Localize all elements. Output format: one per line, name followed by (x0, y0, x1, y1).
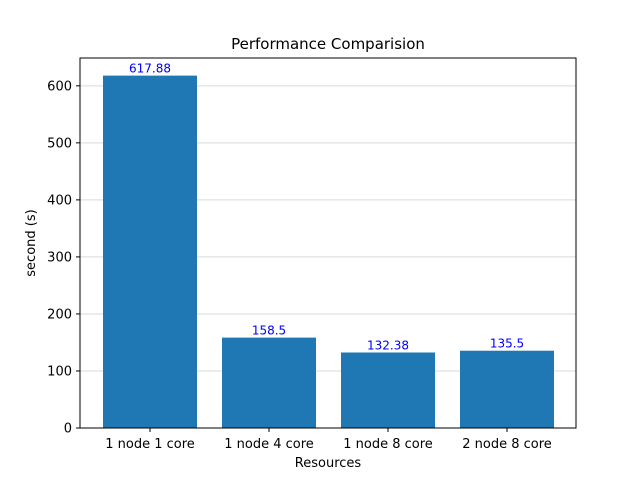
data-labels: 617.88 158.5 132.38 135.5 (129, 62, 524, 353)
x-tick-label: 1 node 8 core (343, 437, 433, 452)
chart-title: Performance Comparision (231, 35, 425, 53)
x-tick-label: 1 node 4 core (224, 437, 314, 452)
y-tick-label: 200 (47, 307, 72, 322)
bar-value-label: 617.88 (129, 62, 171, 76)
y-tick-label: 0 (64, 422, 72, 437)
x-axis-label: Resources (295, 456, 362, 471)
y-tick-label: 500 (47, 136, 72, 151)
y-tick-label: 100 (47, 364, 72, 379)
bar (460, 350, 554, 428)
x-axis-ticks: 1 node 1 core 1 node 4 core 1 node 8 core 2… (105, 428, 552, 452)
bar (103, 75, 197, 428)
bar (222, 337, 316, 428)
bar-value-label: 158.5 (252, 324, 286, 338)
y-tick-label: 400 (47, 193, 72, 208)
bar (341, 352, 435, 428)
x-tick-label: 2 node 8 core (462, 437, 552, 452)
bars (103, 75, 554, 428)
y-tick-label: 300 (47, 250, 72, 265)
x-tick-label: 1 node 1 core (105, 437, 195, 452)
bar-value-label: 132.38 (367, 339, 409, 353)
bar-value-label: 135.5 (490, 337, 524, 351)
y-axis-label: second (s) (24, 209, 39, 276)
y-axis-ticks: 0 100 200 300 400 500 600 (47, 79, 80, 437)
plot-frame (79, 57, 577, 429)
y-tick-label: 600 (47, 79, 72, 94)
